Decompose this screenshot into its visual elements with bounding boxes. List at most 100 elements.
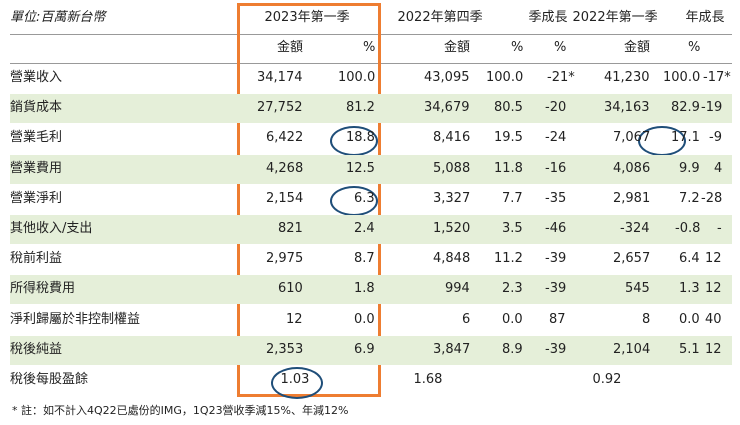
- cell: 12: [705, 251, 722, 267]
- cell: 545: [625, 281, 650, 297]
- column-header: 金額: [624, 40, 651, 55]
- cell: 100.0: [338, 70, 376, 85]
- row-label: 稅前利益: [10, 251, 63, 267]
- row-label: 銷貨成本: [10, 100, 63, 116]
- cell: 80.5: [494, 100, 523, 116]
- cell: 5.1: [679, 341, 700, 357]
- cell: -324: [620, 221, 650, 236]
- cell: 8: [642, 311, 651, 327]
- group-header: 季成長: [528, 10, 568, 25]
- cell: 34,679: [424, 100, 470, 116]
- column-header: %: [554, 40, 567, 55]
- row-label: 淨利歸屬於非控制權益: [10, 311, 141, 327]
- header-rule: [10, 34, 732, 35]
- cell: 2,353: [266, 341, 304, 357]
- cell: 27,752: [257, 100, 303, 116]
- cell: 3.5: [502, 221, 523, 236]
- footnote: * 註：如不計入4Q22已處份的IMG，1Q23營收季減15%、年減12%: [12, 404, 349, 417]
- cell: 2.4: [354, 221, 375, 236]
- cell: -39: [545, 281, 567, 297]
- cell: -39: [545, 251, 567, 267]
- cell: -0.8: [675, 221, 701, 236]
- header-rule: [10, 63, 732, 64]
- cell: 6: [462, 311, 471, 327]
- cell: 4,086: [613, 160, 651, 176]
- cell: 2,104: [613, 341, 651, 357]
- cell: 82.9: [671, 100, 700, 116]
- group-header: 2022年第四季: [397, 10, 483, 25]
- row-band: [10, 335, 732, 365]
- cell: 12: [705, 341, 722, 357]
- cell: 4,848: [433, 251, 471, 267]
- cell: -17*: [703, 70, 731, 85]
- cell: 18.8: [346, 130, 375, 146]
- cell: -46: [545, 221, 567, 236]
- cell: 4: [714, 160, 723, 176]
- row-label: 營業收入: [10, 70, 63, 85]
- cell: -19: [701, 100, 723, 116]
- row-label: 稅後每股盈餘: [10, 372, 89, 387]
- cell: 5,088: [433, 160, 471, 176]
- cell: 7.7: [502, 190, 523, 206]
- cell: -: [717, 221, 722, 236]
- cell: 3,327: [433, 190, 471, 206]
- cell: 2,981: [613, 190, 651, 206]
- cell: 11.8: [494, 160, 523, 176]
- row-label: 營業毛利: [10, 130, 63, 146]
- cell: 2,975: [266, 251, 304, 267]
- cell: 0.0: [502, 311, 523, 327]
- cell: 1.68: [413, 372, 443, 387]
- cell: -28: [701, 190, 723, 206]
- row-label: 其他收入/支出: [10, 221, 93, 236]
- column-header: %: [363, 40, 376, 55]
- group-header: 2022年第一季: [572, 10, 658, 25]
- row-label: 營業淨利: [10, 190, 63, 206]
- column-header: 金額: [444, 40, 471, 55]
- cell: 1.03: [280, 372, 310, 387]
- cell: -35: [545, 190, 567, 206]
- cell: 1.8: [354, 281, 375, 297]
- cell: 6,422: [266, 130, 304, 146]
- cell: -21*: [547, 70, 575, 85]
- cell: 100.0: [663, 70, 701, 85]
- cell: 40: [705, 311, 722, 327]
- row-label: 營業費用: [10, 160, 63, 176]
- cell: 0.0: [354, 311, 375, 327]
- cell: -20: [545, 100, 567, 116]
- cell: 100.0: [486, 70, 524, 85]
- cell: 7.2: [679, 190, 700, 206]
- cell: 994: [445, 281, 470, 297]
- cell: 12: [705, 281, 722, 297]
- row-label: 所得稅費用: [10, 281, 76, 297]
- column-header: %: [511, 40, 524, 55]
- cell: 12: [286, 311, 303, 327]
- cell: 1,520: [433, 221, 471, 236]
- cell: -39: [545, 341, 567, 357]
- cell: 87: [549, 311, 566, 327]
- cell: 43,095: [424, 70, 470, 85]
- row-band: [10, 275, 732, 305]
- cell: 6.3: [354, 190, 375, 206]
- cell: 2.3: [502, 281, 523, 297]
- cell: 0.92: [592, 372, 622, 387]
- cell: 821: [278, 221, 303, 236]
- cell: 34,174: [257, 70, 303, 85]
- cell: 4,268: [266, 160, 304, 176]
- cell: 8,416: [433, 130, 471, 146]
- group-header: 2023年第一季: [264, 10, 350, 25]
- column-header: %: [688, 40, 701, 55]
- cell: 12.5: [346, 160, 375, 176]
- cell: 34,163: [604, 100, 650, 116]
- row-band: [10, 154, 732, 184]
- cell: 81.2: [346, 100, 375, 116]
- cell: 9.9: [679, 160, 700, 176]
- column-header: 金額: [277, 40, 304, 55]
- cell: 6.4: [679, 251, 700, 267]
- cell: 3,847: [433, 341, 471, 357]
- unit-label: 單位:百萬新台幣: [10, 10, 106, 25]
- cell: 8.7: [354, 251, 375, 267]
- cell: -16: [545, 160, 567, 176]
- cell: 17.1: [671, 130, 700, 146]
- cell: 7,067: [613, 130, 651, 146]
- cell: 0.0: [679, 311, 700, 327]
